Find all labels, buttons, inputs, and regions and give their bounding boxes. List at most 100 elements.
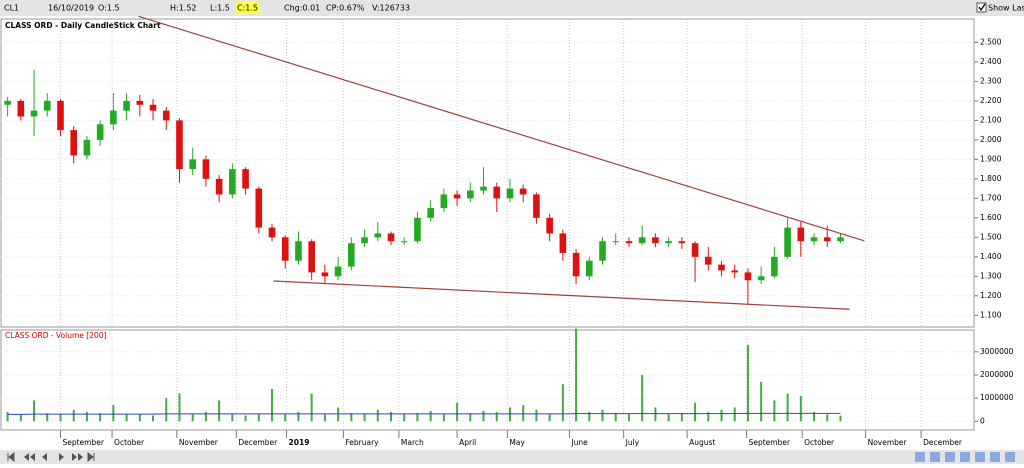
volume-bar <box>614 413 617 422</box>
trendline <box>138 15 865 242</box>
candle-body <box>810 237 818 242</box>
y-tick-label: 2.300 <box>980 76 1002 85</box>
volume-bar <box>601 409 604 422</box>
y-tick-label: 1.100 <box>980 310 1002 319</box>
x-tick-label: August <box>689 438 715 447</box>
candle-body <box>585 260 593 277</box>
candle-body <box>268 227 276 238</box>
candle-body <box>559 233 567 253</box>
volume-bar <box>641 374 644 422</box>
candle-body <box>678 241 686 244</box>
volume-bar <box>588 412 591 422</box>
price-panel <box>0 18 975 328</box>
candle-body <box>731 270 739 273</box>
candle-body <box>4 100 11 105</box>
candle-body <box>718 264 725 271</box>
volume-bar <box>244 415 247 422</box>
volume-bar <box>680 413 683 422</box>
y-tick-label: 0 <box>980 416 985 425</box>
candle-body <box>30 110 38 117</box>
close: C:1.5 <box>237 4 258 13</box>
volume-bar <box>218 400 221 422</box>
y-tick-label: 1.200 <box>980 291 1002 300</box>
candle-body <box>546 217 553 234</box>
price-title: CLASS ORD - Daily CandleStick Chart <box>5 21 161 30</box>
y-tick-label: 1.600 <box>980 213 1002 222</box>
x-tick-label: November <box>179 438 219 447</box>
volume-bar <box>125 414 128 422</box>
bottom-toolbar <box>0 450 1024 464</box>
volume-bar <box>257 414 260 422</box>
volume: V:126733 <box>372 4 410 13</box>
candle-body <box>506 188 514 199</box>
candle-body <box>691 243 699 257</box>
candle-body <box>652 237 659 244</box>
volume-bar <box>112 405 115 422</box>
candle-body <box>493 186 501 199</box>
volume-bar <box>191 414 194 422</box>
volume-bar <box>773 400 776 422</box>
toolbar-values: CL1 16/10/2019 O:1.5 H:1.52 L:1.5 C:1.5 … <box>4 2 1024 14</box>
volume-bar <box>403 414 406 422</box>
y-tick-label: 1.800 <box>980 174 1002 183</box>
volume-bar <box>654 407 657 422</box>
candle-body <box>255 188 263 228</box>
candle-body <box>797 227 805 242</box>
volume-bar <box>165 398 168 422</box>
candle-body <box>162 110 170 121</box>
candle-body <box>440 194 448 209</box>
volume-bar <box>85 412 88 422</box>
volume-bar <box>575 328 578 422</box>
candle-body <box>757 276 765 281</box>
volume-title: CLASS ORD - Volume [200] <box>5 331 107 340</box>
volume-bar <box>46 413 49 422</box>
volume-bar <box>178 393 181 422</box>
candle-body <box>704 256 712 265</box>
volume-bar <box>627 414 630 422</box>
volume-bar <box>19 414 22 422</box>
volume-bar <box>667 414 670 422</box>
candle-body <box>638 237 646 244</box>
volume-bar <box>72 409 75 422</box>
volume-bar <box>376 409 379 422</box>
high: H:1.52 <box>170 4 197 13</box>
y-tick-label: 2.500 <box>980 37 1002 46</box>
x-tick-label: December <box>238 438 278 447</box>
volume-bar <box>456 402 459 422</box>
y-tick-label: 1.700 <box>980 193 1002 202</box>
candle-body <box>83 139 91 156</box>
close-highlight <box>235 2 259 14</box>
volume-average <box>7 412 841 415</box>
candle-body <box>467 190 474 199</box>
checkbox[interactable] <box>976 2 987 13</box>
y-tick-label: 1.900 <box>980 154 1002 163</box>
symbol: CL1 <box>4 4 19 13</box>
candle-body <box>387 233 395 242</box>
y-tick-label: 2.100 <box>980 115 1002 124</box>
x-tick-label: October <box>114 438 145 447</box>
volume-bar <box>429 410 432 422</box>
y-tick-label: 1.500 <box>980 232 1002 241</box>
candle-body <box>784 227 791 257</box>
y-tick-label: 1000000 <box>980 393 1014 402</box>
candle-body <box>480 186 487 191</box>
nav-buttons[interactable] <box>7 451 1015 463</box>
volume-bar <box>839 415 842 422</box>
check <box>978 3 986 12</box>
volume-bar <box>733 407 736 422</box>
candle-body <box>744 272 752 281</box>
candle-body <box>599 241 606 261</box>
volume-bar <box>99 413 102 422</box>
candle-body <box>149 104 157 111</box>
volume-bar <box>138 414 141 422</box>
candle-body <box>837 237 844 242</box>
candle-body <box>374 233 382 238</box>
show-last[interactable]: Show Last <box>988 4 1024 13</box>
x-tick-label: February <box>345 438 379 447</box>
toolbar <box>0 0 1024 16</box>
x-tick-label: December <box>923 438 963 447</box>
candle-body <box>215 178 223 195</box>
candle-body <box>771 256 778 277</box>
change: Chg:0.01 <box>284 4 320 13</box>
volume-bar <box>482 410 485 422</box>
